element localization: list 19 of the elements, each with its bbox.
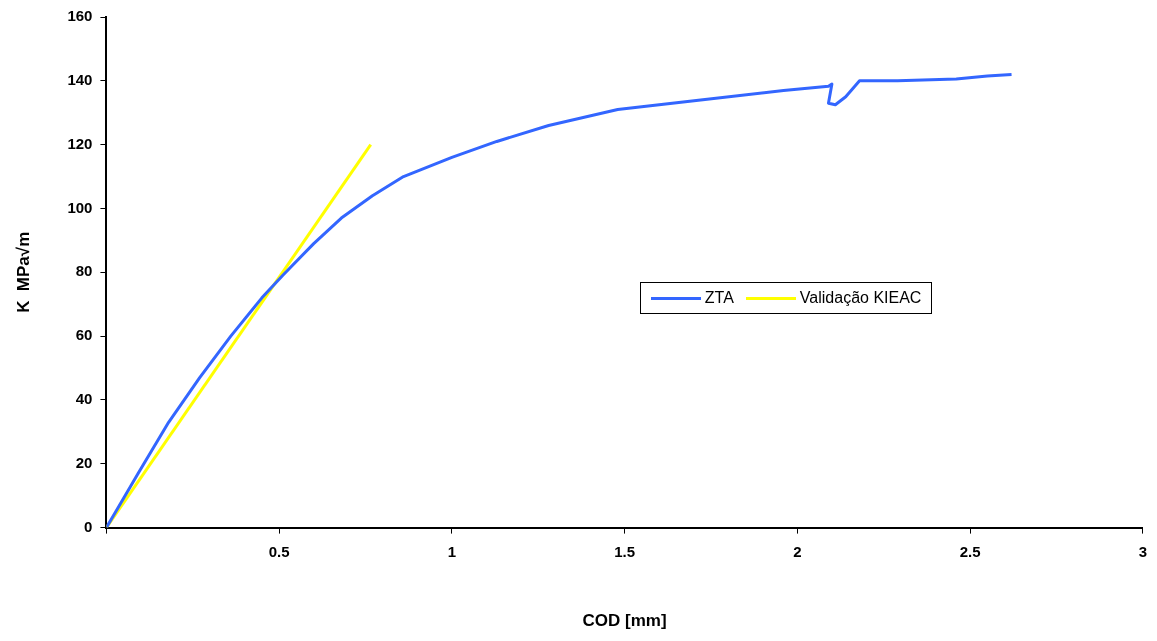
legend-label: Validação KIEAC xyxy=(799,289,922,308)
x-tick-label: 1 xyxy=(447,542,457,560)
y-tick-label: 80 xyxy=(75,262,93,280)
y-tick-label: 40 xyxy=(75,390,93,408)
x-axis-title: COD [mm] xyxy=(582,611,667,631)
y-axis-title: K MPa√m xyxy=(13,231,33,313)
x-tick-label: 2 xyxy=(793,542,802,560)
y-tick-label: 0 xyxy=(84,517,93,535)
x-tick-label: 1.5 xyxy=(614,542,636,560)
y-tick-label: 20 xyxy=(75,453,93,471)
x-tick-label: 0.5 xyxy=(268,542,290,560)
y-tick-label: 160 xyxy=(67,7,93,25)
y-tick-label: 60 xyxy=(75,326,93,344)
x-tick-label: 3 xyxy=(1138,542,1147,560)
x-tick-label: 2.5 xyxy=(959,542,981,560)
y-tick-label: 100 xyxy=(67,198,93,216)
y-tick-label: 140 xyxy=(67,70,93,88)
legend-label: ZTA xyxy=(704,289,734,308)
y-tick-label: 120 xyxy=(67,134,93,152)
